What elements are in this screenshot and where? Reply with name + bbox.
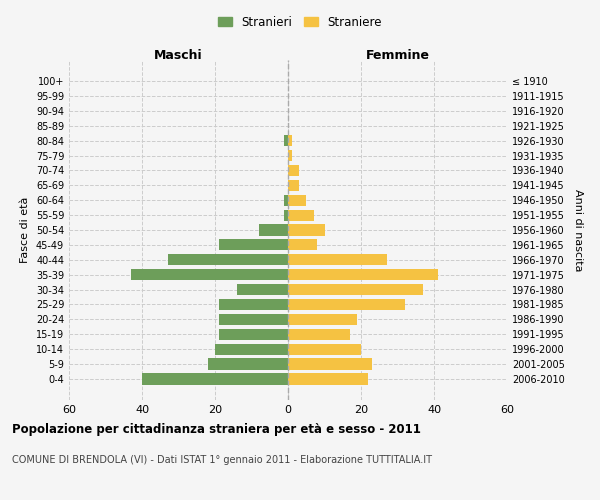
Bar: [288, 135, 292, 146]
Y-axis label: Fasce di età: Fasce di età: [20, 197, 30, 263]
Bar: [259, 224, 288, 235]
Bar: [288, 269, 437, 280]
Bar: [237, 284, 288, 295]
Text: Popolazione per cittadinanza straniera per età e sesso - 2011: Popolazione per cittadinanza straniera p…: [12, 422, 421, 436]
Bar: [284, 135, 288, 146]
Bar: [288, 344, 361, 355]
Bar: [218, 328, 288, 340]
Bar: [288, 299, 405, 310]
Y-axis label: Anni di nascita: Anni di nascita: [573, 188, 583, 271]
Bar: [288, 210, 314, 220]
Bar: [208, 358, 288, 370]
Bar: [215, 344, 288, 355]
Bar: [288, 358, 372, 370]
Bar: [288, 374, 368, 384]
Legend: Stranieri, Straniere: Stranieri, Straniere: [213, 11, 387, 34]
Bar: [288, 165, 299, 176]
Bar: [131, 269, 288, 280]
Text: COMUNE DI BRENDOLA (VI) - Dati ISTAT 1° gennaio 2011 - Elaborazione TUTTITALIA.I: COMUNE DI BRENDOLA (VI) - Dati ISTAT 1° …: [12, 455, 432, 465]
Bar: [288, 224, 325, 235]
Bar: [284, 210, 288, 220]
Bar: [218, 299, 288, 310]
Bar: [288, 194, 306, 206]
Bar: [288, 328, 350, 340]
Bar: [167, 254, 288, 266]
Bar: [288, 254, 386, 266]
Bar: [218, 314, 288, 325]
Bar: [288, 240, 317, 250]
Text: Femmine: Femmine: [365, 48, 430, 62]
Bar: [218, 240, 288, 250]
Bar: [284, 194, 288, 206]
Text: Maschi: Maschi: [154, 48, 203, 62]
Bar: [142, 374, 288, 384]
Bar: [288, 180, 299, 191]
Bar: [288, 284, 423, 295]
Bar: [288, 314, 358, 325]
Bar: [288, 150, 292, 161]
